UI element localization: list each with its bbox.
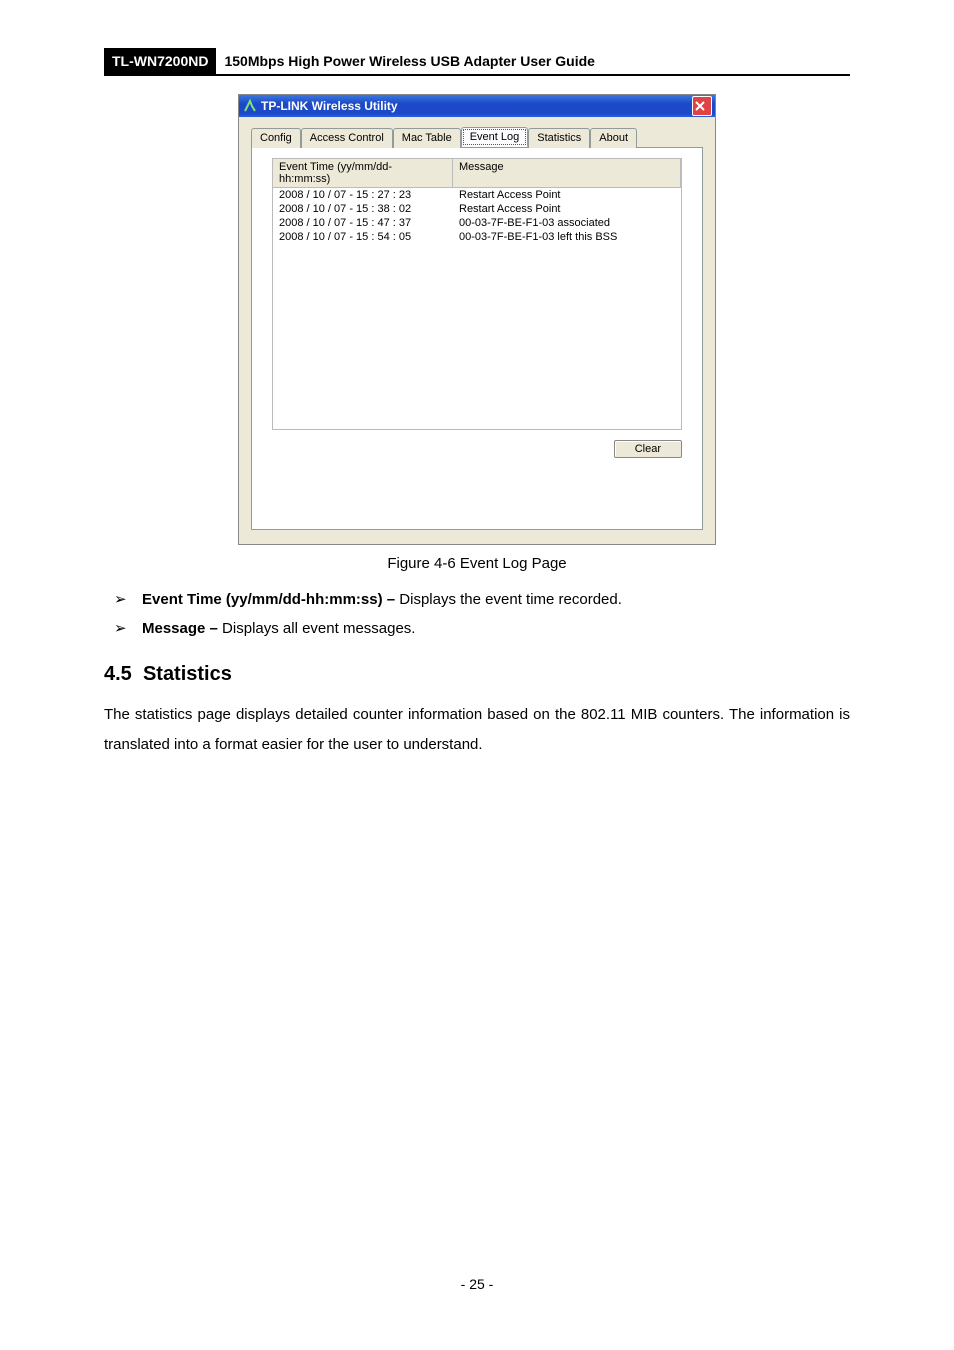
tab-statistics[interactable]: Statistics [528, 128, 590, 148]
bullet-desc: Displays the event time recorded. [395, 591, 622, 608]
tab-event-log[interactable]: Event Log [461, 127, 529, 147]
event-log-panel: Event Time (yy/mm/dd- hh:mm:ss) Message … [251, 148, 703, 530]
col-message[interactable]: Message [453, 159, 681, 187]
clear-button[interactable]: Clear [614, 440, 682, 458]
clear-row: Clear [272, 440, 682, 458]
page: TL-WN7200ND 150Mbps High Power Wireless … [0, 0, 954, 1350]
doc-header: TL-WN7200ND 150Mbps High Power Wireless … [104, 48, 850, 74]
table-row[interactable]: 2008 / 10 / 07 - 15 : 38 : 02Restart Acc… [273, 202, 681, 216]
table-body: 2008 / 10 / 07 - 15 : 27 : 23Restart Acc… [273, 188, 681, 429]
app-icon [243, 99, 257, 113]
content-area: TL-WN7200ND 150Mbps High Power Wireless … [0, 0, 954, 760]
table-row[interactable]: 2008 / 10 / 07 - 15 : 47 : 3700-03-7F-BE… [273, 216, 681, 230]
tabstrip: ConfigAccess ControlMac TableEvent LogSt… [251, 127, 703, 148]
bullet-desc: Displays all event messages. [218, 620, 416, 637]
event-log-table: Event Time (yy/mm/dd- hh:mm:ss) Message … [272, 158, 682, 430]
model-box: TL-WN7200ND [104, 48, 216, 74]
close-button[interactable] [692, 96, 712, 116]
list-item: Message – Displays all event messages. [104, 615, 850, 644]
cell-time: 2008 / 10 / 07 - 15 : 27 : 23 [273, 188, 453, 202]
close-icon [695, 101, 705, 111]
section-title: Statistics [143, 663, 232, 685]
bullet-list: Event Time (yy/mm/dd-hh:mm:ss) – Display… [104, 586, 850, 643]
window-body: ConfigAccess ControlMac TableEvent LogSt… [239, 117, 715, 544]
table-header: Event Time (yy/mm/dd- hh:mm:ss) Message [273, 159, 681, 188]
table-row[interactable]: 2008 / 10 / 07 - 15 : 27 : 23Restart Acc… [273, 188, 681, 202]
cell-time: 2008 / 10 / 07 - 15 : 54 : 05 [273, 230, 453, 244]
section-heading: 4.5 Statistics [104, 663, 850, 686]
section-number: 4.5 [104, 663, 132, 685]
titlebar: TP-LINK Wireless Utility [239, 95, 715, 117]
list-item: Event Time (yy/mm/dd-hh:mm:ss) – Display… [104, 586, 850, 615]
bullet-term: Event Time (yy/mm/dd-hh:mm:ss) – [142, 591, 395, 608]
cell-time: 2008 / 10 / 07 - 15 : 38 : 02 [273, 202, 453, 216]
cell-message: Restart Access Point [453, 202, 681, 216]
cell-message: 00-03-7F-BE-F1-03 associated [453, 216, 681, 230]
cell-message: Restart Access Point [453, 188, 681, 202]
col-event-time[interactable]: Event Time (yy/mm/dd- hh:mm:ss) [273, 159, 453, 187]
bullet-term: Message – [142, 620, 218, 637]
header-rule [104, 74, 850, 76]
doc-title: 150Mbps High Power Wireless USB Adapter … [216, 48, 850, 74]
tab-about[interactable]: About [590, 128, 637, 148]
page-number: - 25 - [0, 1276, 954, 1292]
cell-time: 2008 / 10 / 07 - 15 : 47 : 37 [273, 216, 453, 230]
figure-caption: Figure 4-6 Event Log Page [104, 555, 850, 572]
section-paragraph: The statistics page displays detailed co… [104, 700, 850, 760]
window-title: TP-LINK Wireless Utility [261, 99, 398, 113]
cell-message: 00-03-7F-BE-F1-03 left this BSS [453, 230, 681, 244]
tab-access-control[interactable]: Access Control [301, 128, 393, 148]
tab-mac-table[interactable]: Mac Table [393, 128, 461, 148]
tab-config[interactable]: Config [251, 128, 301, 148]
app-window: TP-LINK Wireless Utility ConfigAccess Co… [238, 94, 716, 545]
table-row[interactable]: 2008 / 10 / 07 - 15 : 54 : 0500-03-7F-BE… [273, 230, 681, 244]
